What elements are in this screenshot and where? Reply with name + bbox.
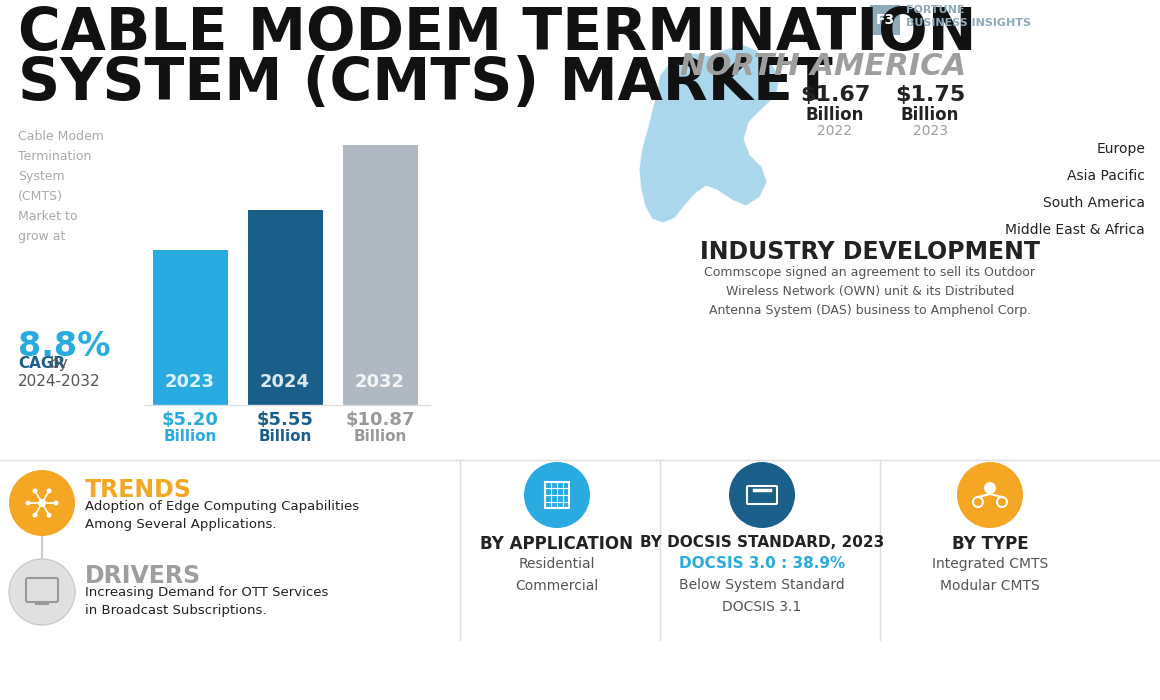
Text: NORTH AMERICA: NORTH AMERICA	[680, 52, 966, 81]
FancyBboxPatch shape	[247, 210, 322, 405]
Circle shape	[26, 500, 30, 505]
Text: Billion: Billion	[259, 429, 312, 444]
Text: F3: F3	[876, 13, 894, 27]
Text: Commercial: Commercial	[515, 579, 599, 593]
Text: Adoption of Edge Computing Capabilities
Among Several Applications.: Adoption of Edge Computing Capabilities …	[85, 500, 360, 531]
Circle shape	[9, 470, 75, 536]
Text: CABLE MODEM TERMINATION: CABLE MODEM TERMINATION	[19, 5, 977, 62]
Text: Billion: Billion	[164, 429, 217, 444]
Text: Commscope signed an agreement to sell its Outdoor
Wireless Network (OWN) unit & : Commscope signed an agreement to sell it…	[704, 266, 1036, 317]
Text: Cable Modem
Termination
System
(CMTS)
Market to
grow at: Cable Modem Termination System (CMTS) Ma…	[19, 130, 104, 243]
Text: INDUSTRY DEVELOPMENT: INDUSTRY DEVELOPMENT	[699, 240, 1041, 264]
Text: SYSTEM (CMTS) MARKET: SYSTEM (CMTS) MARKET	[19, 55, 833, 112]
Text: $1.75: $1.75	[894, 85, 965, 105]
Text: CAGR: CAGR	[19, 356, 65, 371]
Text: $5.55: $5.55	[256, 411, 313, 429]
Text: BY DOCSIS STANDARD, 2023: BY DOCSIS STANDARD, 2023	[640, 535, 884, 550]
Circle shape	[46, 489, 51, 493]
Circle shape	[32, 512, 37, 517]
Text: DOCSIS 3.1: DOCSIS 3.1	[723, 600, 802, 614]
Text: $5.20: $5.20	[161, 411, 218, 429]
Text: Below System Standard: Below System Standard	[679, 578, 844, 592]
Text: BY TYPE: BY TYPE	[951, 535, 1028, 553]
Text: 2023: 2023	[913, 124, 948, 138]
Text: Modular CMTS: Modular CMTS	[940, 579, 1039, 593]
Text: BY APPLICATION: BY APPLICATION	[480, 535, 633, 553]
Text: 2024-2032: 2024-2032	[19, 374, 101, 389]
FancyBboxPatch shape	[342, 145, 418, 405]
Text: DRIVERS: DRIVERS	[85, 564, 201, 588]
Text: $1.67: $1.67	[799, 85, 870, 105]
Text: 2023: 2023	[165, 373, 215, 391]
Text: by: by	[50, 356, 68, 371]
Circle shape	[32, 489, 37, 493]
Circle shape	[728, 462, 795, 528]
FancyBboxPatch shape	[152, 250, 227, 405]
Text: Billion: Billion	[901, 106, 959, 124]
Text: 2024: 2024	[260, 373, 310, 391]
Text: DOCSIS 3.0 : 38.9%: DOCSIS 3.0 : 38.9%	[679, 556, 846, 571]
Circle shape	[9, 559, 75, 625]
Circle shape	[984, 482, 996, 494]
Text: Billion: Billion	[806, 106, 864, 124]
Text: 2022: 2022	[818, 124, 853, 138]
Text: Integrated CMTS: Integrated CMTS	[931, 557, 1049, 571]
Text: Increasing Demand for OTT Services
in Broadcast Subscriptions.: Increasing Demand for OTT Services in Br…	[85, 586, 328, 617]
Text: Europe: Europe	[1096, 142, 1145, 156]
Text: 8.8%: 8.8%	[19, 330, 110, 363]
Text: Billion: Billion	[354, 429, 407, 444]
Circle shape	[53, 500, 58, 505]
Circle shape	[46, 512, 51, 517]
Text: FORTUNE
BUSINESS INSIGHTS: FORTUNE BUSINESS INSIGHTS	[906, 5, 1031, 28]
Text: 2032: 2032	[355, 373, 405, 391]
Circle shape	[38, 499, 46, 507]
Text: Middle East & Africa: Middle East & Africa	[1006, 223, 1145, 237]
Text: Asia Pacific: Asia Pacific	[1067, 169, 1145, 183]
Text: $10.87: $10.87	[346, 411, 415, 429]
Text: Residential: Residential	[519, 557, 595, 571]
Polygon shape	[639, 44, 780, 223]
FancyBboxPatch shape	[870, 5, 900, 35]
Circle shape	[957, 462, 1023, 528]
Text: TRENDS: TRENDS	[85, 478, 191, 502]
Text: South America: South America	[1043, 196, 1145, 210]
Circle shape	[524, 462, 590, 528]
